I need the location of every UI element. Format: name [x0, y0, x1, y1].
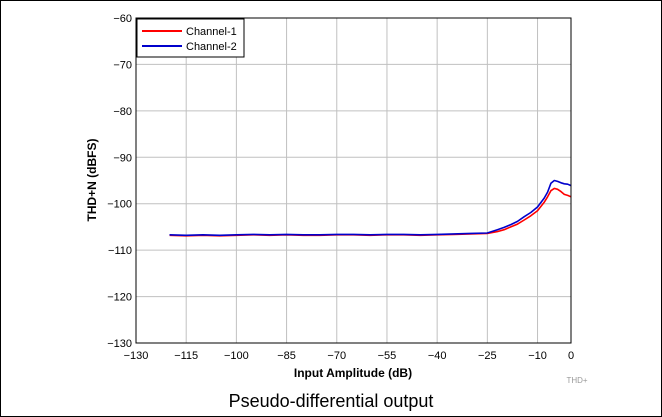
x-tick-label: −10: [528, 350, 547, 362]
x-axis-label: Input Amplitude (dB): [294, 366, 412, 380]
y-tick-label: −120: [107, 292, 132, 304]
x-tick-label: −85: [277, 350, 296, 362]
plot-border: [135, 17, 572, 344]
y-tick-label: −110: [108, 245, 132, 257]
x-tick-label: −100: [224, 350, 249, 362]
x-tick-label: −40: [428, 350, 447, 362]
watermark-text: THD+: [566, 376, 587, 385]
x-tick-label: −25: [478, 350, 497, 362]
legend-label-channel-2: Channel-2: [186, 41, 237, 53]
y-tick-labels: −60 −70 −80 −90 −100 −110 −120 −130: [107, 13, 132, 350]
y-tick-label: −130: [107, 338, 132, 350]
y-tick-label: −60: [113, 13, 132, 25]
x-tick-label: 0: [568, 350, 574, 362]
thd-n-chart: −130 −115 −100 −85 −70 −55 −40 −25 −10 0 −60−70−8…: [85, 13, 588, 385]
x-tick-label: −70: [327, 350, 346, 362]
series-group: [169, 179, 572, 237]
x-tick-label: −55: [378, 350, 397, 362]
y-tick-label: −80: [113, 106, 132, 118]
y-tick-label: −100: [107, 199, 132, 211]
legend-box: [136, 18, 245, 58]
x-tick-label: −115: [174, 350, 198, 362]
x-tick-labels: −130 −115 −100 −85 −70 −55 −40 −25 −10 0: [124, 350, 574, 362]
plot-area: [136, 18, 571, 343]
x-tick-label: −130: [124, 350, 149, 362]
figure-caption: Pseudo-differential output: [228, 391, 434, 411]
legend-label-channel-1: Channel-1: [186, 26, 237, 38]
y-axis-label: THD+N (dBFS): [85, 139, 99, 222]
y-tick-label: −90: [113, 152, 132, 164]
legend: Channel-1 Channel-2: [136, 18, 245, 58]
y-tick-label: −70: [113, 59, 132, 71]
series-line-channel-2: [169, 179, 572, 237]
